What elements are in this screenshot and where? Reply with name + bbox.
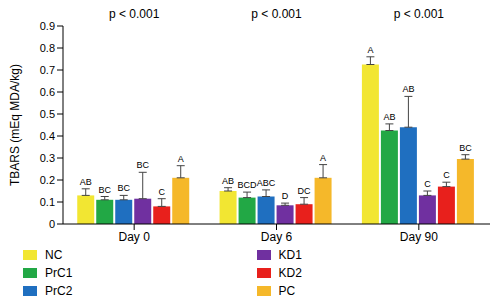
svg-text:C: C xyxy=(443,170,450,180)
svg-text:D: D xyxy=(282,191,289,201)
svg-text:C: C xyxy=(424,179,431,189)
svg-text:BC: BC xyxy=(98,185,111,195)
svg-text:p < 0.001: p < 0.001 xyxy=(109,8,160,21)
svg-text:BC: BC xyxy=(136,160,149,170)
svg-text:0.1: 0.1 xyxy=(40,196,55,208)
svg-text:AB: AB xyxy=(402,84,414,94)
html-text:KD2: KD2 xyxy=(278,266,302,280)
svg-text:0.4: 0.4 xyxy=(40,130,55,142)
svg-text:BCD: BCD xyxy=(238,180,258,190)
svg-text:ABC: ABC xyxy=(257,178,276,188)
svg-text:Day 0: Day 0 xyxy=(118,230,150,244)
svg-text:Day 6: Day 6 xyxy=(261,230,293,244)
html-text:PrC2: PrC2 xyxy=(45,284,73,298)
svg-text:AB: AB xyxy=(222,176,234,186)
html-text:PC: PC xyxy=(278,284,296,298)
svg-text:0.9: 0.9 xyxy=(40,20,55,32)
svg-text:0.3: 0.3 xyxy=(40,152,55,164)
svg-text:0.2: 0.2 xyxy=(40,174,55,186)
svg-text:AB: AB xyxy=(80,177,92,187)
svg-text:0.5: 0.5 xyxy=(40,108,55,120)
svg-text:AB: AB xyxy=(383,112,395,122)
svg-text:A: A xyxy=(320,153,326,163)
svg-text:Day 90: Day 90 xyxy=(400,230,438,244)
svg-text:A: A xyxy=(178,154,184,164)
svg-text:0.8: 0.8 xyxy=(40,42,55,54)
svg-text:p < 0.001: p < 0.001 xyxy=(251,8,302,21)
html-text:NC: NC xyxy=(45,248,63,262)
svg-text:0.7: 0.7 xyxy=(40,64,55,76)
svg-text:0.6: 0.6 xyxy=(40,86,55,98)
html-text:PrC1: PrC1 xyxy=(45,266,73,280)
svg-text:p < 0.001: p < 0.001 xyxy=(394,8,445,21)
svg-text:BC: BC xyxy=(459,143,472,153)
svg-text:TBARS (mEq MDA/kg): TBARS (mEq MDA/kg) xyxy=(8,64,22,186)
svg-text:BC: BC xyxy=(117,183,130,193)
svg-text:A: A xyxy=(367,45,373,55)
svg-text:0: 0 xyxy=(49,218,55,230)
svg-text:DC: DC xyxy=(298,186,311,196)
svg-text:C: C xyxy=(158,187,165,197)
html-text:KD1: KD1 xyxy=(278,248,302,262)
